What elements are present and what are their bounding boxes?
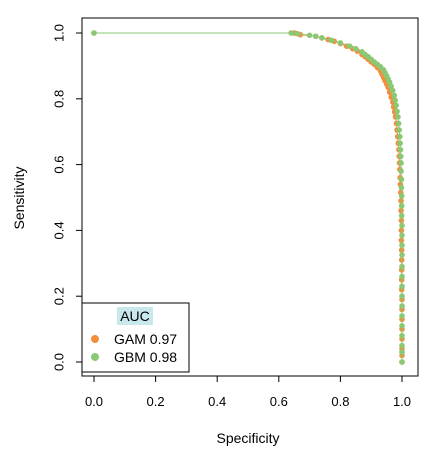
data-point-gbm bbox=[399, 263, 405, 270]
data-point-gbm bbox=[392, 97, 399, 104]
data-point-gbm bbox=[399, 242, 405, 249]
x-tick-label: 0.6 bbox=[270, 394, 288, 409]
data-point-gbm bbox=[394, 108, 400, 115]
data-point-gbm bbox=[294, 30, 301, 37]
data-point-gbm bbox=[397, 146, 404, 153]
data-point-gam bbox=[398, 227, 405, 234]
y-tick-label: 1.0 bbox=[51, 24, 66, 42]
y-tick-label: 0.0 bbox=[51, 353, 66, 371]
data-point-gbm bbox=[393, 102, 399, 109]
x-tick-label: 0.8 bbox=[331, 394, 349, 409]
data-point-gbm bbox=[353, 45, 359, 52]
data-point-gbm bbox=[399, 252, 405, 258]
data-point-gbm bbox=[91, 30, 97, 36]
legend-title-highlight bbox=[117, 307, 153, 325]
data-point-gbm bbox=[396, 127, 403, 133]
legend-label-gam: GAM 0.97 bbox=[114, 331, 177, 347]
data-point-gam bbox=[398, 237, 405, 244]
series-layer bbox=[91, 30, 405, 365]
y-axis-label: Sensitivity bbox=[11, 166, 27, 229]
data-point-gbm bbox=[398, 168, 404, 174]
x-tick-label: 0.2 bbox=[147, 394, 165, 409]
data-point-gbm bbox=[399, 273, 405, 280]
legend-title: AUC bbox=[120, 308, 150, 324]
data-point-gbm bbox=[398, 202, 405, 209]
data-point-gbm bbox=[391, 92, 398, 99]
x-axis-label: Specificity bbox=[216, 430, 279, 446]
legend: AUC GAM 0.97 GBM 0.98 bbox=[81, 302, 190, 373]
y-tick-label: 0.2 bbox=[51, 287, 66, 305]
x-tick-label: 1.0 bbox=[393, 394, 411, 409]
data-point-gam bbox=[398, 197, 404, 204]
data-point-gbm bbox=[398, 176, 405, 183]
data-point-gbm bbox=[397, 140, 403, 147]
data-point-gbm bbox=[312, 33, 319, 40]
data-point-gbm bbox=[399, 332, 405, 339]
data-point-gbm bbox=[397, 153, 404, 160]
data-point-gbm bbox=[399, 349, 405, 355]
data-point-gbm bbox=[399, 293, 405, 300]
data-point-gbm bbox=[399, 342, 405, 349]
series-gbm bbox=[91, 30, 405, 365]
legend-marker-gbm bbox=[91, 353, 99, 361]
data-point-gbm bbox=[398, 193, 405, 199]
data-point-gbm bbox=[398, 184, 405, 191]
data-point-gbm bbox=[328, 37, 334, 44]
data-point-gbm bbox=[395, 120, 402, 127]
data-point-gbm bbox=[397, 133, 403, 140]
data-point-gbm bbox=[306, 32, 313, 39]
data-point-gbm bbox=[389, 87, 396, 94]
x-tick-label: 0.0 bbox=[85, 394, 103, 409]
y-tick-label: 0.6 bbox=[51, 156, 66, 174]
y-tick-label: 0.4 bbox=[51, 221, 66, 239]
data-point-gbm bbox=[399, 222, 405, 229]
y-tick-label: 0.8 bbox=[51, 90, 66, 108]
data-point-gbm bbox=[346, 43, 353, 49]
data-point-gbm bbox=[399, 313, 405, 319]
data-point-gbm bbox=[337, 40, 344, 46]
data-point-gbm bbox=[399, 283, 405, 290]
data-point-gbm bbox=[399, 323, 405, 329]
data-point-gbm bbox=[399, 359, 405, 365]
data-point-gam bbox=[398, 207, 404, 214]
data-point-gbm bbox=[398, 212, 405, 219]
axes-layer: 0.0 0.2 0.4 0.6 0.8 1.0 0.0 0.2 0.4 0.6 0.8 1.0 bbox=[51, 24, 411, 409]
legend-marker-gam bbox=[91, 335, 99, 343]
data-point-gbm bbox=[399, 303, 405, 309]
data-point-gbm bbox=[319, 35, 325, 41]
data-point-gbm bbox=[398, 160, 404, 166]
legend-label-gbm: GBM 0.98 bbox=[114, 349, 177, 365]
data-point-gbm bbox=[388, 83, 395, 90]
data-point-gbm bbox=[395, 114, 401, 120]
data-point-gbm bbox=[288, 30, 294, 36]
data-point-gbm bbox=[399, 232, 405, 239]
x-tick-label: 0.4 bbox=[208, 394, 226, 409]
